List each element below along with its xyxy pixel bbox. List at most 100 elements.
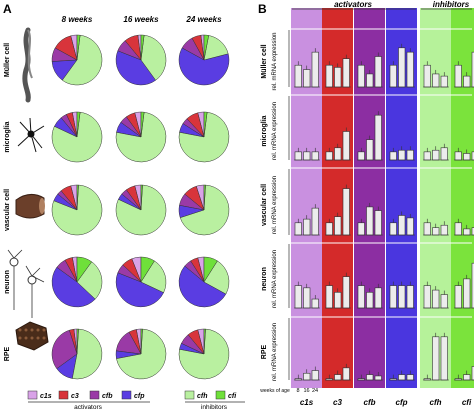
x-tick-label: 8 (296, 388, 299, 394)
bar (440, 147, 448, 161)
pie-slice-cfp (178, 265, 227, 308)
legend-label: c3 (71, 393, 79, 400)
week-header: 16 weeks (123, 15, 159, 24)
legend-inhibitors-label: inhibitors (201, 404, 228, 410)
bar (342, 58, 350, 88)
bar (423, 151, 431, 161)
weeks-of-age-label: weeks of age (260, 388, 290, 394)
bar (303, 151, 311, 161)
pie-slice-cfi (203, 256, 218, 283)
bar (334, 216, 342, 236)
bar (406, 51, 414, 88)
bar (463, 278, 471, 309)
bar (440, 224, 448, 236)
bar (454, 222, 462, 236)
pie-chart (51, 184, 103, 236)
bar (374, 56, 382, 88)
bar (311, 151, 319, 161)
bar (398, 215, 406, 236)
bar (303, 69, 311, 88)
pie-slice-cfi (140, 328, 143, 355)
bar (389, 285, 397, 309)
pie-slice-cfh (203, 260, 230, 295)
bar (294, 285, 302, 309)
bar (311, 51, 319, 88)
bar (334, 67, 342, 88)
panel-b: B activators inhibitors Müller cell rel. m… (258, 0, 474, 407)
gene-label: c3 (333, 398, 342, 407)
legend-swatch (27, 390, 38, 400)
legend-label: cfh (197, 393, 208, 400)
pie-chart (51, 256, 103, 308)
pie-slice-cfp (115, 50, 157, 86)
pie-slice-cfh (140, 34, 167, 81)
bar (366, 139, 374, 161)
pie-chart (115, 328, 167, 380)
bar (389, 151, 397, 161)
bar (294, 64, 302, 88)
row-label: vascular cell (4, 189, 11, 231)
bar (325, 64, 333, 88)
gene-label: cfh (430, 398, 442, 407)
y-axis-label: rel. mRNA expression (272, 176, 278, 234)
bar (471, 51, 474, 88)
legend-swatch (58, 390, 69, 400)
bar (471, 262, 474, 309)
bar (471, 227, 474, 236)
pie-slice-cfh (179, 184, 230, 236)
bar (463, 75, 471, 88)
pie-slice-cfh (115, 111, 167, 163)
y-axis-label: rel. mRNA expression (272, 323, 278, 381)
bar (334, 292, 342, 309)
vascular-cell-image (15, 194, 45, 219)
gene-label: cfi (462, 398, 472, 407)
bar (357, 222, 365, 236)
pie-slice-cfi (203, 328, 206, 355)
pie-slice-cfp (115, 272, 164, 308)
pie-slice-cfi (203, 111, 208, 138)
row-label: RPE (261, 344, 268, 359)
pie-slice-cfi (76, 111, 81, 138)
pie-chart (51, 328, 103, 380)
y-axis-label: rel. mRNA expression (272, 32, 278, 90)
bar (398, 374, 406, 381)
pie-slice-cfi (203, 184, 206, 211)
bar (357, 285, 365, 309)
bar (463, 153, 471, 161)
pie-slice-cfi (76, 256, 93, 283)
bar (303, 287, 311, 309)
bar (406, 149, 414, 161)
row-label: vascular cell (261, 184, 268, 226)
bar (342, 131, 350, 161)
pie-chart (178, 34, 230, 86)
pie-chart (178, 256, 230, 308)
bar (334, 374, 342, 381)
pie-chart (115, 111, 167, 163)
rpe-image (15, 321, 49, 351)
bar (366, 206, 374, 236)
pie-slice-cfp (178, 47, 230, 86)
bar (454, 285, 462, 309)
bar (432, 336, 440, 381)
bar (454, 64, 462, 88)
bar (432, 73, 440, 88)
bar (366, 73, 374, 88)
neuron-image (7, 249, 45, 318)
bar (423, 222, 431, 236)
row-label: RPE (4, 346, 11, 361)
gene-label: c1s (300, 398, 314, 407)
bar (334, 147, 342, 161)
bar (398, 149, 406, 161)
bar (471, 366, 474, 381)
bar (406, 217, 414, 236)
bar (398, 285, 406, 309)
bar (374, 375, 382, 381)
legend-swatch (215, 390, 226, 400)
x-tick-label: 16 (303, 388, 309, 394)
bar (311, 370, 319, 381)
pie-slice-cfi (140, 256, 155, 283)
gene-label: cfb (364, 398, 376, 407)
gene-band-cfi (451, 8, 474, 388)
bar (440, 75, 448, 88)
legend-label: cfi (228, 393, 237, 400)
